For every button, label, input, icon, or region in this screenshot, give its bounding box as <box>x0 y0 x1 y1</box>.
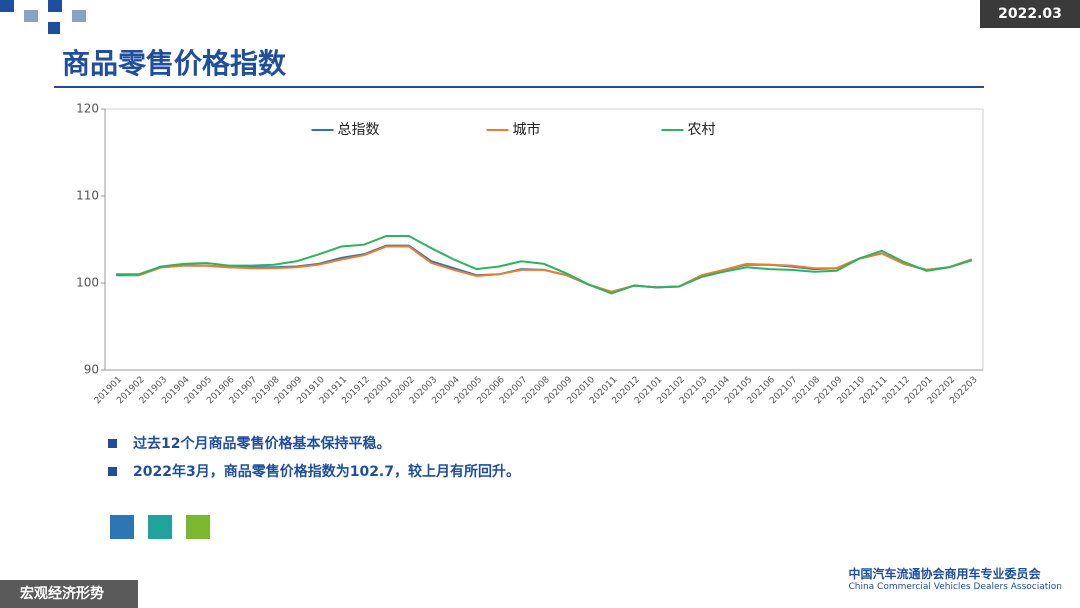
chart: 9010011012020190120190220190320190420190… <box>76 102 984 406</box>
series-line <box>116 245 973 293</box>
title-rule <box>54 86 984 88</box>
decor <box>24 10 38 22</box>
bullet-list: 过去12个月商品零售价格基本保持平稳。 2022年3月，商品零售价格指数为102… <box>108 430 520 486</box>
bullet: 过去12个月商品零售价格基本保持平稳。 <box>108 430 520 458</box>
decor <box>48 0 62 12</box>
date-badge: 2022.03 <box>980 0 1080 28</box>
org-logo: 中国汽车流通协会商用车专业委员会 China Commercial Vehicl… <box>848 565 1062 592</box>
y-tick-label: 110 <box>76 189 99 203</box>
legend-label: 城市 <box>513 121 541 138</box>
icon <box>186 515 210 539</box>
legend-label: 农村 <box>688 122 716 138</box>
legend-label: 总指数 <box>338 122 380 138</box>
decor <box>0 0 14 12</box>
y-tick-label: 90 <box>84 363 99 377</box>
icon <box>148 515 172 539</box>
decor <box>48 22 60 34</box>
icon <box>110 515 134 539</box>
slide-title: 商品零售价格指数 <box>62 47 287 80</box>
bullet: 2022年3月，商品零售价格指数为102.7，较上月有所回升。 <box>108 458 520 486</box>
y-tick-label: 100 <box>76 276 99 290</box>
series-line <box>116 235 972 295</box>
y-tick-label: 120 <box>76 102 99 116</box>
plot-frame <box>104 108 984 371</box>
bullet-text: 2022年3月，商品零售价格指数为102.7，较上月有所回升。 <box>133 464 520 480</box>
org-name-cn: 中国汽车流通协会商用车专业委员会 <box>848 567 1041 581</box>
org-name-en: China Commercial Vehicles Dealers Associ… <box>848 582 1062 592</box>
bullet-text: 过去12个月商品零售价格基本保持平稳。 <box>133 436 391 452</box>
decor <box>72 10 86 22</box>
section-label: 宏观经济形势 <box>0 580 138 608</box>
